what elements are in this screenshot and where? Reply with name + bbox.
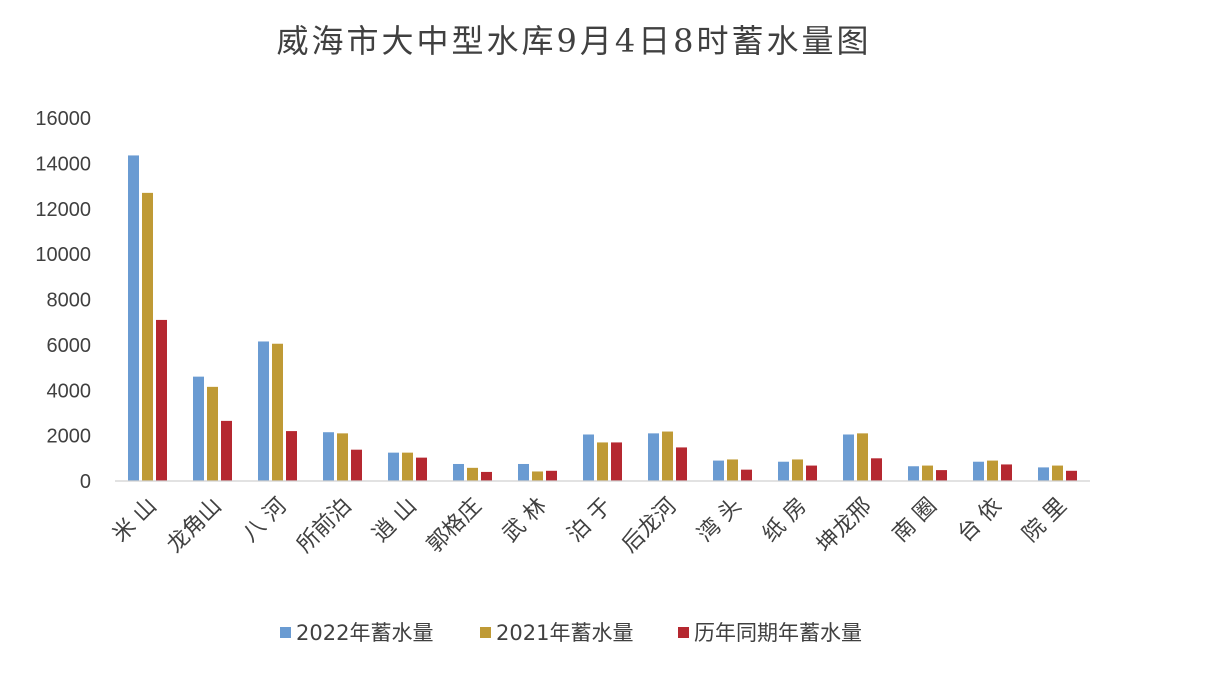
y-tick-label: 10000 — [35, 244, 91, 266]
legend-swatch — [480, 627, 491, 638]
y-tick-label: 4000 — [47, 380, 92, 402]
x-tick-label: 泊 于 — [563, 494, 617, 548]
bar-1 — [453, 463, 464, 481]
bar-2 — [467, 467, 478, 481]
bar-3 — [156, 319, 167, 481]
y-tick-label: 14000 — [35, 153, 91, 175]
x-tick-label: 院 里 — [1018, 494, 1072, 548]
x-tick-label: 郭格庄 — [422, 494, 486, 558]
bar-2 — [142, 192, 153, 481]
bar-1 — [258, 341, 269, 481]
bar-3 — [676, 447, 687, 481]
y-tick-label: 8000 — [47, 290, 92, 312]
chart-title: 威海市大中型水库9月4日8时蓄水量图 — [276, 22, 871, 60]
bar-2 — [727, 459, 738, 481]
legend: 2022年蓄水量 2021年蓄水量 历年同期年蓄水量 — [280, 621, 862, 645]
bar-2 — [597, 442, 608, 481]
bar-3 — [546, 470, 557, 481]
x-axis: 米 山龙角山八 河所前泊逍 山郭格庄武 林泊 于后龙河湾 头纸 房坤龙邢南 圈台… — [108, 480, 1090, 558]
bar-2 — [792, 459, 803, 481]
bar-2 — [532, 471, 543, 481]
bar-3 — [481, 471, 492, 481]
bar-3 — [741, 469, 752, 481]
bar-3 — [611, 442, 622, 481]
bar-2 — [922, 465, 933, 481]
y-tick-label: 0 — [80, 471, 91, 493]
bar-2 — [337, 433, 348, 481]
x-tick-label: 纸 房 — [758, 494, 812, 548]
x-tick-label: 龙角山 — [162, 494, 226, 558]
bar-3 — [806, 465, 817, 481]
bar-1 — [323, 432, 334, 481]
y-tick-label: 2000 — [47, 426, 92, 448]
x-tick-label: 南 圈 — [888, 494, 942, 548]
legend-label: 2021年蓄水量 — [496, 621, 633, 645]
legend-swatch — [280, 627, 291, 638]
bar-1 — [193, 376, 204, 481]
bar-1 — [713, 460, 724, 481]
bar-1 — [843, 434, 854, 481]
y-axis: 0 2000 4000 6000 8000 10000 12000 14000 16000 — [35, 108, 91, 493]
bar-3 — [1066, 470, 1077, 481]
y-tick-label: 12000 — [35, 199, 91, 221]
bar-1 — [518, 463, 529, 481]
legend-label: 历年同期年蓄水量 — [694, 621, 862, 645]
y-tick-label: 16000 — [35, 108, 91, 130]
bar-3 — [221, 420, 232, 481]
x-tick-label: 台 依 — [953, 494, 1007, 548]
bar-2 — [662, 431, 673, 481]
y-tick-label: 6000 — [47, 335, 92, 357]
bar-1 — [583, 434, 594, 481]
legend-label: 2022年蓄水量 — [296, 621, 433, 645]
bar-2 — [272, 343, 283, 481]
bar-3 — [416, 457, 427, 481]
bar-1 — [648, 433, 659, 481]
bar-2 — [857, 433, 868, 481]
bar-3 — [1001, 464, 1012, 481]
bar-2 — [987, 460, 998, 481]
x-tick-label: 武 林 — [498, 494, 552, 548]
x-tick-label: 坤龙邢 — [812, 494, 876, 558]
bar-1 — [778, 461, 789, 481]
bar-1 — [908, 466, 919, 481]
bar-1 — [973, 461, 984, 481]
x-tick-label: 米 山 — [108, 494, 162, 548]
bar-3 — [936, 470, 947, 481]
x-tick-label: 湾 头 — [693, 494, 747, 548]
bar-2 — [402, 452, 413, 481]
bar-series-area — [128, 155, 1077, 481]
bar-1 — [1038, 467, 1049, 481]
bar-3 — [286, 431, 297, 481]
x-tick-label: 逍 山 — [368, 494, 422, 548]
x-tick-label: 所前泊 — [292, 494, 356, 558]
legend-swatch — [678, 627, 689, 638]
bar-2 — [207, 386, 218, 481]
bar-1 — [388, 452, 399, 481]
bar-3 — [351, 449, 362, 481]
bar-2 — [1052, 465, 1063, 481]
bar-3 — [871, 458, 882, 481]
x-tick-label: 八 河 — [238, 494, 292, 548]
bar-1 — [128, 155, 139, 481]
x-tick-label: 后龙河 — [617, 494, 681, 558]
